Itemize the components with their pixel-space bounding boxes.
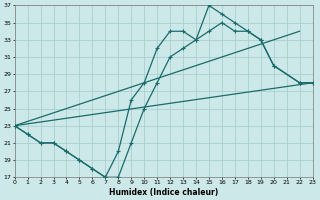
X-axis label: Humidex (Indice chaleur): Humidex (Indice chaleur) <box>109 188 218 197</box>
